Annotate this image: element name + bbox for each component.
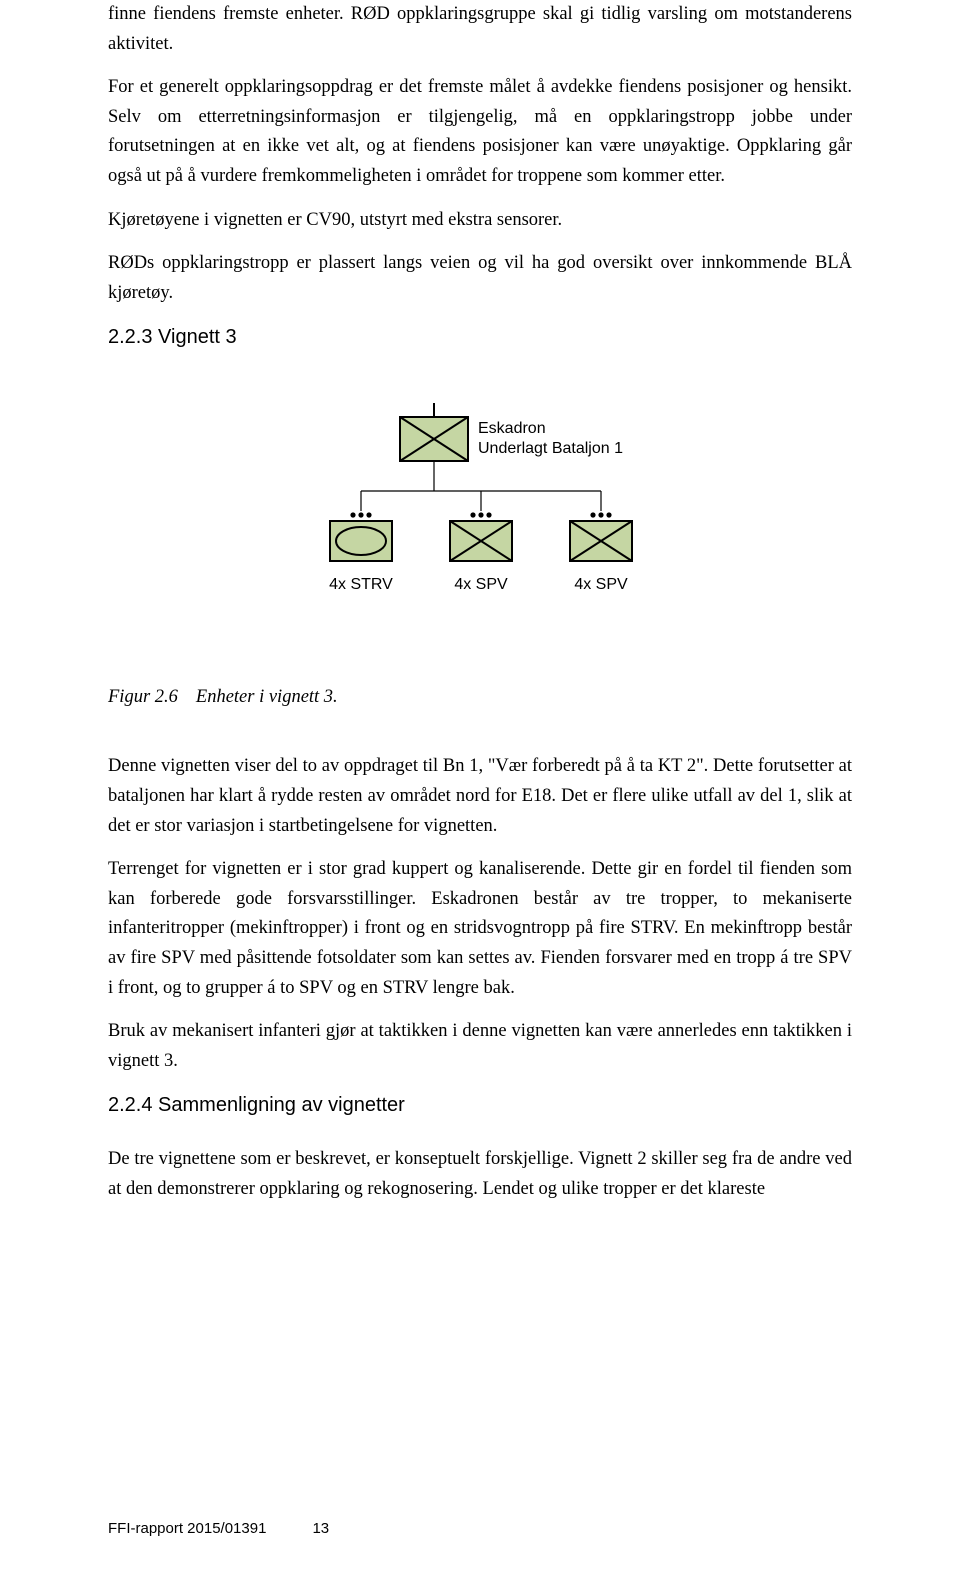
paragraph: Kjøretøyene i vignetten er CV90, utstyrt… <box>108 206 852 236</box>
page-content: finne fiendens fremste enheter. RØD oppk… <box>0 0 960 1204</box>
svg-text:4x SPV: 4x SPV <box>454 576 508 593</box>
paragraph: For et generelt oppklaringsoppdrag er de… <box>108 73 852 191</box>
paragraph: Terrenget for vignetten er i stor grad k… <box>108 855 852 1003</box>
svg-text:Underlagt Bataljon 1: Underlagt Bataljon 1 <box>478 440 623 457</box>
report-id: FFI-rapport 2015/01391 <box>108 1520 266 1537</box>
paragraph: Bruk av mekanisert infanteri gjør at tak… <box>108 1017 852 1076</box>
paragraph: Denne vignetten viser del to av oppdrage… <box>108 752 852 841</box>
svg-text:Eskadron: Eskadron <box>478 420 546 437</box>
figure-caption-text: Enheter i vignett 3. <box>196 687 338 707</box>
paragraph: RØDs oppklaringstropp er plassert langs … <box>108 249 852 308</box>
figure-2-6: Eskadron Underlagt Bataljon 1 4x STRV 4x SP… <box>108 397 852 708</box>
svg-text:4x SPV: 4x SPV <box>574 576 628 593</box>
figure-number: Figur 2.6 <box>108 687 178 707</box>
page-number: 13 <box>312 1520 329 1537</box>
paragraph: De tre vignettene som er beskrevet, er k… <box>108 1145 852 1204</box>
section-heading-vignett3: 2.2.3 Vignett 3 <box>108 326 852 349</box>
page-footer: FFI-rapport 2015/01391 13 <box>108 1520 329 1537</box>
paragraph: finne fiendens fremste enheter. RØD oppk… <box>108 0 852 59</box>
figure-caption: Figur 2.6 Enheter i vignett 3. <box>108 687 852 708</box>
section-heading-sammenligning: 2.2.4 Sammenligning av vignetter <box>108 1094 852 1117</box>
svg-text:4x STRV: 4x STRV <box>329 576 393 593</box>
org-chart-svg: Eskadron Underlagt Bataljon 1 4x STRV 4x SP… <box>270 397 690 657</box>
